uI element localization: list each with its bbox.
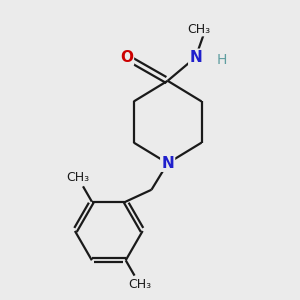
Text: CH₃: CH₃ xyxy=(66,171,89,184)
Text: CH₃: CH₃ xyxy=(128,278,151,291)
Text: N: N xyxy=(189,50,202,65)
Text: O: O xyxy=(120,50,133,65)
Text: CH₃: CH₃ xyxy=(187,23,210,36)
Text: H: H xyxy=(217,53,227,67)
Text: N: N xyxy=(161,156,174,171)
